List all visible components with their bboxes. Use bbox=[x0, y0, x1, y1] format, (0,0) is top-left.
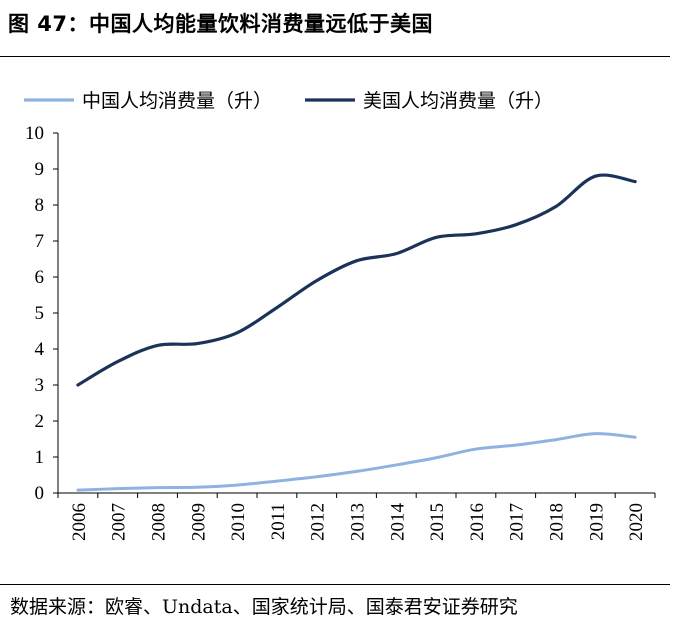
x-tick-label: 2010 bbox=[228, 503, 249, 541]
x-tick-label: 2013 bbox=[348, 503, 369, 541]
x-tick-label: 2009 bbox=[188, 503, 209, 541]
x-tick-label: 2019 bbox=[586, 503, 607, 541]
x-tick-label: 2006 bbox=[69, 503, 90, 541]
x-tick-label: 2014 bbox=[387, 503, 408, 542]
y-tick-label: 0 bbox=[35, 483, 45, 504]
y-tick-label: 9 bbox=[35, 159, 45, 180]
y-tick-label: 6 bbox=[35, 267, 45, 288]
usa-series-line bbox=[76, 173, 637, 387]
top-divider bbox=[0, 56, 670, 57]
x-tick-label: 2015 bbox=[427, 503, 448, 541]
y-tick-label: 5 bbox=[35, 303, 45, 324]
y-tick-label: 10 bbox=[25, 123, 44, 144]
y-tick-label: 8 bbox=[35, 195, 45, 216]
y-tick-label: 3 bbox=[35, 375, 45, 396]
legend: 中国人均消费量（升） 美国人均消费量（升） bbox=[24, 90, 553, 112]
legend-china-label: 中国人均消费量（升） bbox=[82, 90, 272, 112]
series-group bbox=[76, 173, 637, 492]
y-tick-label: 7 bbox=[35, 231, 45, 252]
x-tick-label: 2012 bbox=[308, 503, 329, 541]
x-tick-label: 2007 bbox=[109, 503, 130, 541]
data-source: 数据来源：欧睿、Undata、国家统计局、国泰君安证券研究 bbox=[10, 596, 518, 618]
x-tick-label: 2018 bbox=[547, 503, 568, 541]
figure-title: 图 47：中国人均能量饮料消费量远低于美国 bbox=[8, 12, 434, 36]
x-tick-label: 2016 bbox=[467, 503, 488, 541]
legend-usa-label: 美国人均消费量（升） bbox=[363, 90, 553, 112]
axes: 0 1 2 3 4 5 6 7 8 9 10 2006 2007 2008 2009 2010 2011 2012… bbox=[25, 123, 656, 542]
bottom-divider bbox=[0, 584, 670, 585]
x-tick-label: 2008 bbox=[149, 503, 170, 541]
x-tick-label: 2011 bbox=[268, 503, 289, 540]
x-tick-label: 2017 bbox=[507, 503, 528, 541]
y-tick-label: 4 bbox=[35, 339, 45, 360]
x-tick-label: 2020 bbox=[626, 503, 647, 541]
china-series-line bbox=[76, 432, 637, 492]
y-tick-label: 2 bbox=[35, 411, 45, 432]
y-tick-label: 1 bbox=[35, 447, 45, 468]
